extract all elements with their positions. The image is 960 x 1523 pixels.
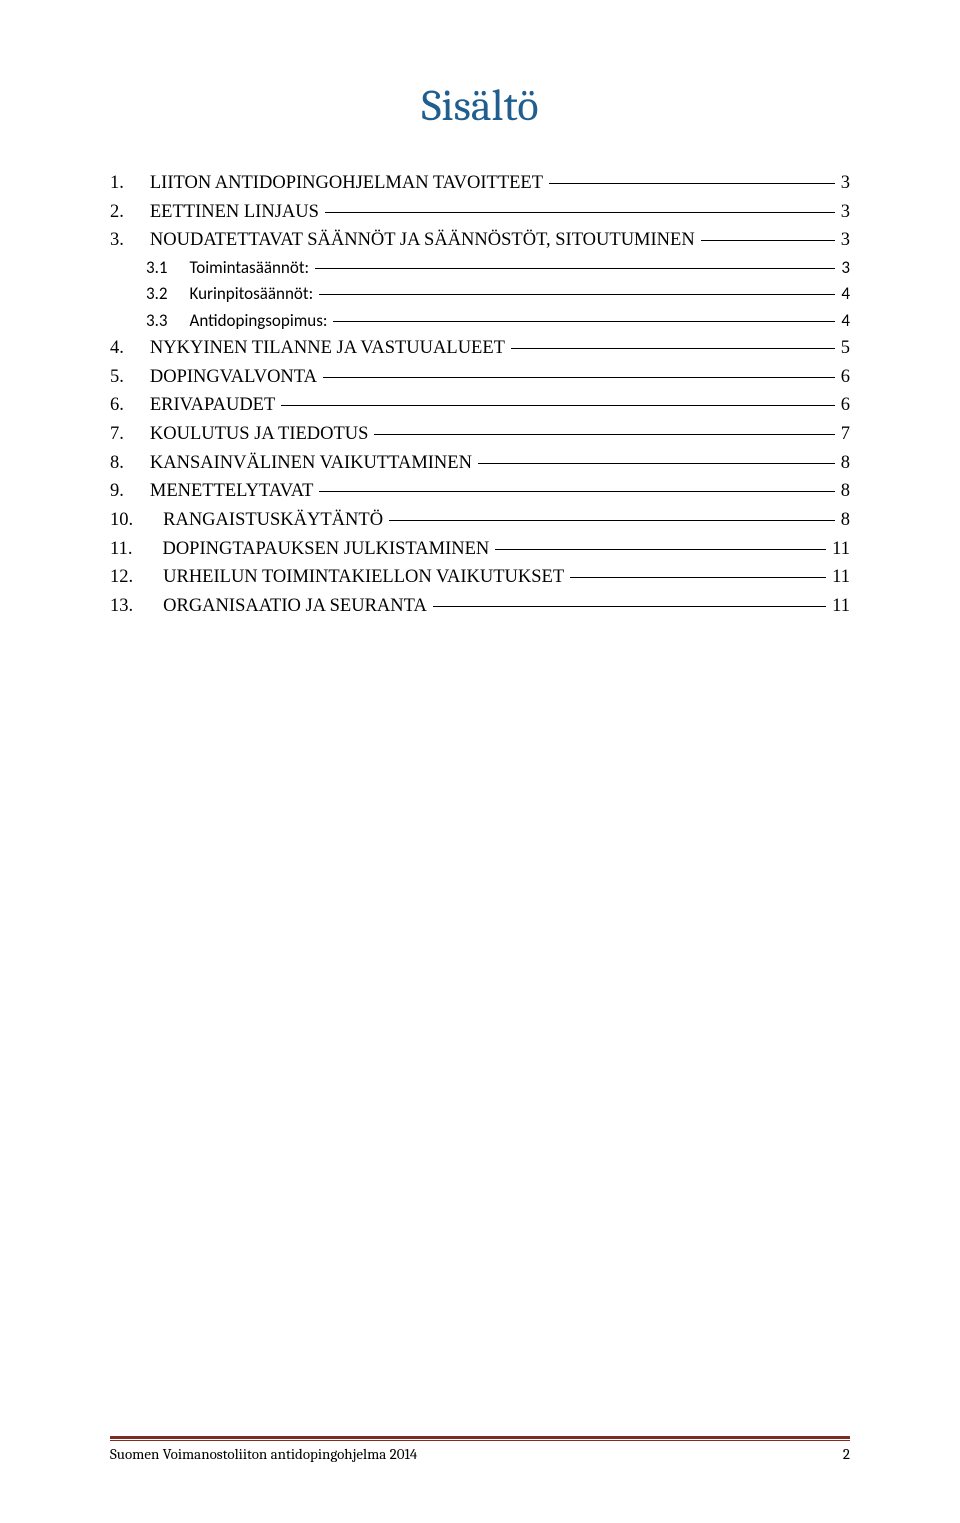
toc-number: 9. [110, 477, 124, 506]
toc-number: 5. [110, 363, 124, 392]
toc-row: 8. KANSAINVÄLINEN VAIKUTTAMINEN 8 [110, 449, 850, 478]
toc-label: NYKYINEN TILANNE JA VASTUUALUEET [150, 334, 505, 363]
toc-leader [374, 434, 834, 435]
toc-label: KOULUTUS JA TIEDOTUS [150, 420, 369, 449]
toc-number: 7. [110, 420, 124, 449]
toc-leader [433, 606, 826, 607]
toc-page: 11 [832, 563, 850, 592]
toc-label: RANGAISTUSKÄYTÄNTÖ [163, 506, 383, 535]
toc-label: LIITON ANTIDOPINGOHJELMAN TAVOITTEET [150, 169, 543, 198]
toc-page: 8 [841, 477, 850, 506]
toc-row: 13. ORGANISAATIO JA SEURANTA 11 [110, 592, 850, 621]
toc-row: 3.1 Toimintasäännöt: 3 [110, 255, 850, 281]
toc-number: 6. [110, 391, 124, 420]
page: Sisältö 1. LIITON ANTIDOPINGOHJELMAN TAVO… [0, 0, 960, 1523]
toc-row: 11. DOPINGTAPAUKSEN JULKISTAMINEN 11 [110, 535, 850, 564]
toc-row: 10. RANGAISTUSKÄYTÄNTÖ 8 [110, 506, 850, 535]
toc-number: 13. [110, 592, 133, 621]
toc-row: 2. EETTINEN LINJAUS 3 [110, 198, 850, 227]
toc-leader [319, 491, 834, 492]
toc-number: 10. [110, 506, 133, 535]
toc-row: 7. KOULUTUS JA TIEDOTUS 7 [110, 420, 850, 449]
toc-leader [389, 520, 835, 521]
toc-row: 3.2 Kurinpitosäännöt: 4 [110, 281, 850, 307]
toc-leader [495, 549, 826, 550]
toc-page: 8 [841, 449, 850, 478]
toc-label: DOPINGTAPAUKSEN JULKISTAMINEN [162, 535, 489, 564]
toc-page: 3 [841, 255, 850, 281]
footer-text: Suomen Voimanostoliiton antidopingohjelm… [110, 1445, 850, 1463]
toc-label: NOUDATETTAVAT SÄÄNNÖT JA SÄÄNNÖSTÖT, SIT… [150, 226, 695, 255]
toc-number: 1. [110, 169, 124, 198]
toc-row: 9. MENETTELYTAVAT 8 [110, 477, 850, 506]
toc-row: 3.3 Antidopingsopimus: 4 [110, 308, 850, 334]
toc-page: 3 [841, 198, 850, 227]
toc-page: 5 [841, 334, 850, 363]
toc-leader [323, 377, 835, 378]
toc-number: 3.3 [146, 308, 168, 334]
toc-number: 8. [110, 449, 124, 478]
toc-leader [701, 240, 835, 241]
toc-leader [325, 212, 835, 213]
toc-row: 6. ERIVAPAUDET 6 [110, 391, 850, 420]
toc-row: 5. DOPINGVALVONTA 6 [110, 363, 850, 392]
toc-number: 3.1 [146, 255, 168, 281]
toc-label: KANSAINVÄLINEN VAIKUTTAMINEN [150, 449, 472, 478]
toc-page: 7 [841, 420, 850, 449]
toc-page: 8 [841, 506, 850, 535]
toc-label: MENETTELYTAVAT [150, 477, 314, 506]
toc-number: 4. [110, 334, 124, 363]
toc-row: 3. NOUDATETTAVAT SÄÄNNÖT JA SÄÄNNÖSTÖT, S… [110, 226, 850, 255]
toc-page: 11 [832, 535, 850, 564]
toc-leader [319, 294, 835, 295]
page-title: Sisältö [110, 80, 850, 131]
toc-page: 3 [841, 169, 850, 198]
toc-leader [315, 268, 835, 269]
toc-row: 12. URHEILUN TOIMINTAKIELLON VAIKUTUKSET 1… [110, 563, 850, 592]
toc-label: ORGANISAATIO JA SEURANTA [163, 592, 427, 621]
toc-leader [511, 348, 835, 349]
toc-page: 4 [841, 281, 850, 307]
toc-label: EETTINEN LINJAUS [150, 198, 319, 227]
toc-page: 6 [841, 363, 850, 392]
toc-label: ERIVAPAUDET [150, 391, 275, 420]
toc-number: 3. [110, 226, 124, 255]
toc-page: 11 [832, 592, 850, 621]
toc-leader [570, 577, 826, 578]
toc-page: 3 [841, 226, 850, 255]
footer-rule [110, 1436, 850, 1442]
toc-page: 4 [841, 308, 850, 334]
footer-page-number: 2 [843, 1445, 850, 1463]
toc-number: 3.2 [146, 281, 168, 307]
toc-leader [333, 321, 835, 322]
toc-number: 11. [110, 535, 132, 564]
toc-number: 12. [110, 563, 133, 592]
toc-row: 4. NYKYINEN TILANNE JA VASTUUALUEET 5 [110, 334, 850, 363]
toc-label: Antidopingsopimus: [190, 308, 328, 334]
toc-label: Kurinpitosäännöt: [190, 281, 314, 307]
toc-leader [478, 463, 835, 464]
toc-label: Toimintasäännöt: [190, 255, 310, 281]
footer-left: Suomen Voimanostoliiton antidopingohjelm… [110, 1445, 417, 1463]
toc-leader [549, 183, 835, 184]
footer: Suomen Voimanostoliiton antidopingohjelm… [110, 1436, 850, 1464]
toc-number: 2. [110, 198, 124, 227]
toc-leader [281, 405, 834, 406]
toc-label: URHEILUN TOIMINTAKIELLON VAIKUTUKSET [163, 563, 564, 592]
toc-page: 6 [841, 391, 850, 420]
toc-label: DOPINGVALVONTA [150, 363, 317, 392]
table-of-contents: 1.LIITON ANTIDOPINGOHJELMAN TAVOITTEET32… [110, 169, 850, 621]
toc-row: 1. LIITON ANTIDOPINGOHJELMAN TAVOITTEET 3 [110, 169, 850, 198]
